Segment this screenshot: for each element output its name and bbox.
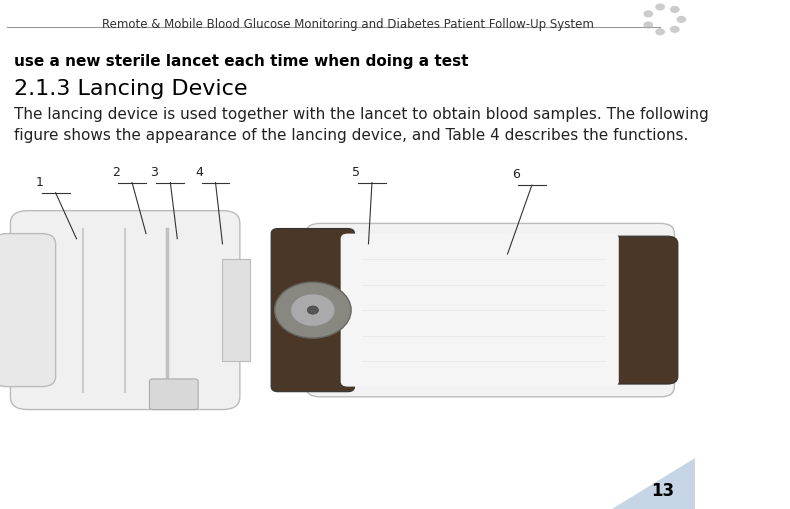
Text: .: . <box>238 53 243 68</box>
Text: figure shows the appearance of the lancing device, and Table 4 describes the fun: figure shows the appearance of the lanci… <box>14 127 688 142</box>
Circle shape <box>643 11 653 18</box>
Text: 2: 2 <box>112 165 120 178</box>
Circle shape <box>676 17 687 24</box>
Circle shape <box>275 282 351 338</box>
FancyBboxPatch shape <box>306 224 675 397</box>
FancyBboxPatch shape <box>271 229 355 392</box>
FancyBboxPatch shape <box>0 234 55 387</box>
Text: 3: 3 <box>150 165 158 178</box>
Text: use a new sterile lancet each time when doing a test: use a new sterile lancet each time when … <box>14 53 468 68</box>
Circle shape <box>655 29 665 36</box>
Text: 6: 6 <box>512 168 520 181</box>
FancyBboxPatch shape <box>608 237 678 384</box>
Circle shape <box>670 27 679 34</box>
Text: 1: 1 <box>36 176 43 188</box>
Circle shape <box>307 306 318 315</box>
Text: 2.1.3 Lancing Device: 2.1.3 Lancing Device <box>14 79 247 99</box>
Text: 13: 13 <box>651 481 675 499</box>
Bar <box>223 260 250 361</box>
Circle shape <box>670 7 679 14</box>
Text: Remote & Mobile Blood Glucose Monitoring and Diabetes Patient Follow-Up System: Remote & Mobile Blood Glucose Monitoring… <box>102 18 593 31</box>
Text: 5: 5 <box>352 165 360 178</box>
Circle shape <box>643 22 653 30</box>
Text: 4: 4 <box>196 165 204 178</box>
FancyBboxPatch shape <box>340 234 619 387</box>
Polygon shape <box>611 458 695 509</box>
Circle shape <box>291 294 335 327</box>
FancyBboxPatch shape <box>149 379 198 410</box>
Circle shape <box>655 5 665 12</box>
Text: The lancing device is used together with the lancet to obtain blood samples. The: The lancing device is used together with… <box>14 107 709 122</box>
FancyBboxPatch shape <box>10 211 240 410</box>
